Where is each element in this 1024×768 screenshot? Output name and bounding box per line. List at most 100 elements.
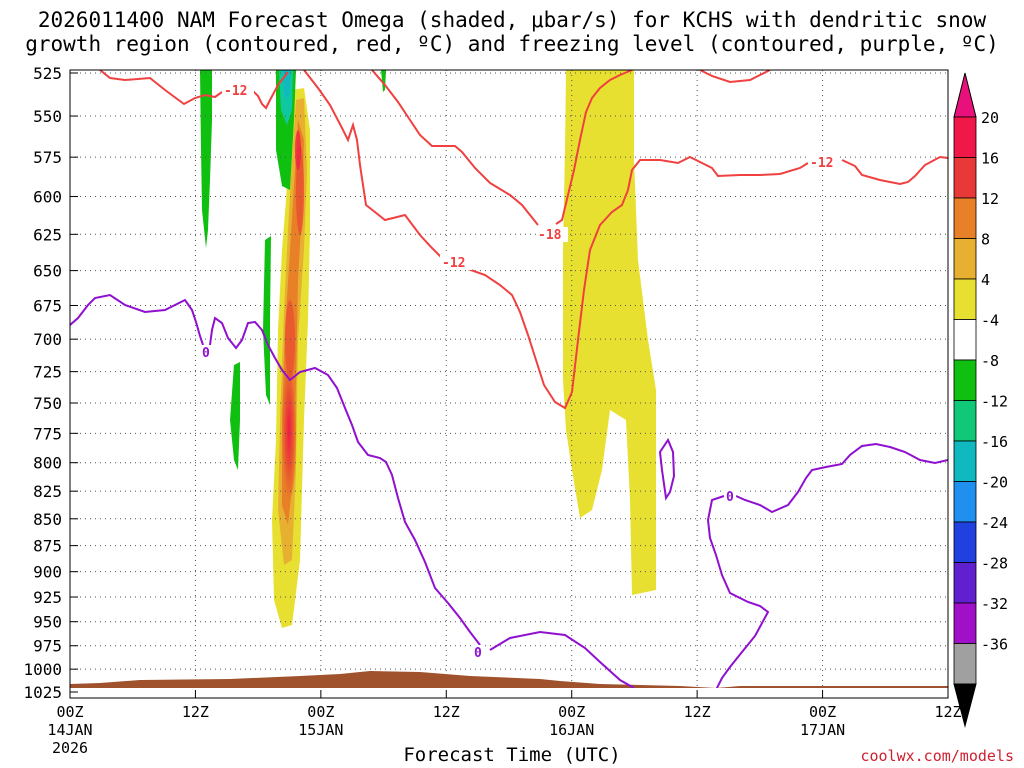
y-tick-label-650: 650 — [33, 262, 62, 281]
omega-shade-core-top — [295, 130, 301, 170]
x-tick-label-0: 00Z — [56, 703, 83, 721]
y-tick-label-875: 875 — [33, 537, 62, 556]
contour-label-zero-c: 0 — [726, 490, 734, 505]
colorbar-swatch-4 — [953, 278, 977, 320]
omega-shade-core-low — [282, 360, 296, 500]
y-tick-label-1025: 1025 — [23, 683, 62, 702]
freezing-level-contour-loop — [658, 437, 676, 501]
y-tick-label-550: 550 — [33, 107, 62, 126]
omega-shade-core-mid — [285, 300, 295, 380]
contour-label-minus18: -18 — [538, 228, 562, 243]
colorbar-label-6: -8 — [981, 352, 999, 370]
colorbar-swatch-13 — [953, 643, 977, 685]
colorbar-swatch-12 — [953, 602, 977, 644]
y-tick-label-975: 975 — [33, 637, 62, 656]
y-tick-label-950: 950 — [33, 613, 62, 632]
x-tick-label-3: 12Z — [433, 703, 460, 721]
terrain-fill — [70, 671, 948, 688]
colorbar-label-0: 20 — [981, 109, 999, 127]
contour-label-minus12-c: -12 — [810, 156, 833, 171]
contour-label-zero-b: 0 — [474, 646, 482, 661]
colorbar-label-13: -36 — [981, 636, 1008, 654]
y-tick-label-575: 575 — [33, 148, 62, 167]
y-tick-label-1000: 1000 — [23, 660, 62, 679]
x-tick-label-1: 12Z — [182, 703, 209, 721]
y-tick-label-775: 775 — [33, 424, 62, 443]
y-tick-label-700: 700 — [33, 330, 62, 349]
colorbar-label-2: 12 — [981, 190, 999, 208]
x-tick-date-4: 16JAN — [549, 721, 594, 739]
y-tick-label-825: 825 — [33, 482, 62, 501]
colorbar-label-4: 4 — [981, 271, 990, 289]
x-axis-title: Forecast Time (UTC) — [403, 744, 621, 766]
colorbar-label-5: -4 — [981, 312, 999, 330]
dgz-contours — [99, 70, 948, 410]
omega-shade-green-a — [200, 70, 212, 248]
plot-frame — [69, 69, 949, 699]
colorbar-swatch-3 — [953, 238, 977, 280]
y-tick-label-800: 800 — [33, 454, 62, 473]
y-tick-label-725: 725 — [33, 363, 62, 382]
colorbar-label-3: 8 — [981, 231, 990, 249]
y-tick-label-750: 750 — [33, 394, 62, 413]
colorbar-label-11: -28 — [981, 555, 1008, 573]
freezing-level-contour-main — [70, 293, 635, 688]
y-tick-label-900: 900 — [33, 563, 62, 582]
y-tick-label-525: 525 — [33, 64, 62, 83]
colorbar-swatch-9 — [953, 481, 977, 523]
dgz-contour-top-right — [699, 70, 771, 84]
contour-label-zero-a: 0 — [202, 346, 210, 361]
colorbar-label-12: -32 — [981, 595, 1008, 613]
plot-area: -12 -12 -12 -18 0 0 0 — [70, 70, 948, 688]
chart-title-line1: 2026011400 NAM Forecast Omega (shaded, μ… — [37, 8, 987, 32]
chart-title-line2: growth region (contoured, red, ºC) and f… — [25, 32, 999, 56]
freezing-level-contour-right — [706, 442, 948, 688]
colorbar-bottom-arrow — [953, 683, 977, 728]
colorbar-swatch-5 — [953, 319, 977, 361]
omega-shade-green-c — [263, 236, 271, 405]
colorbar-swatch-6 — [953, 359, 977, 401]
x-tick-label-7: 12Z — [934, 703, 961, 721]
freezing-level-contours — [70, 293, 948, 688]
dgz-contour-minus18 — [555, 70, 633, 225]
contour-label-minus12-b: -12 — [442, 256, 465, 271]
x-tick-date-2: 15JAN — [298, 721, 343, 739]
colorbar-swatch-8 — [953, 440, 977, 482]
colorbar-swatch-1 — [953, 157, 977, 199]
contour-labels: -12 -12 -12 -18 0 0 0 — [200, 83, 840, 661]
colorbar-swatch-0 — [953, 116, 977, 158]
colorbar-swatch-2 — [953, 197, 977, 239]
colorbar-swatch-10 — [953, 521, 977, 563]
colorbar-label-1: 16 — [981, 150, 999, 168]
colorbar-swatch-7 — [953, 400, 977, 442]
y-tick-label-850: 850 — [33, 510, 62, 529]
x-tick-date-0: 14JAN — [47, 721, 92, 739]
colorbar-label-7: -12 — [981, 393, 1008, 411]
x-tick-label-4: 00Z — [558, 703, 585, 721]
colorbar-swatch-11 — [953, 562, 977, 604]
dgz-contour-upper-right — [371, 70, 539, 226]
colorbar-label-10: -24 — [981, 514, 1008, 532]
colorbar-top-arrow — [953, 72, 977, 118]
dgz-contour-upper-left — [99, 70, 289, 110]
omega-shade-green-e — [381, 70, 386, 92]
x-tick-label-5: 12Z — [684, 703, 711, 721]
y-tick-label-625: 625 — [33, 225, 62, 244]
colorbar-label-8: -16 — [981, 433, 1008, 451]
omega-shade-green-d — [230, 362, 240, 470]
x-tick-label-2: 00Z — [307, 703, 334, 721]
credit-link[interactable]: coolwx.com/models — [860, 747, 1014, 765]
y-tick-label-675: 675 — [33, 297, 62, 316]
y-axis: 525 550 575 600 625 650 675 700 725 750 775 800 825 8… — [23, 64, 78, 702]
x-tick-label-6: 00Z — [809, 703, 836, 721]
colorbar: 20 16 12 8 4 -4 -8 -12 -16 -20 -24 -28 -32 -36 — [953, 72, 1008, 728]
omega-shade-yellow-16jan — [563, 70, 656, 595]
x-tick-year-0: 2026 — [52, 739, 88, 757]
contour-label-minus12-a: -12 — [224, 84, 247, 99]
y-tick-label-925: 925 — [33, 588, 62, 607]
x-tick-date-6: 17JAN — [800, 721, 845, 739]
dgz-contour-minus12-main — [303, 70, 948, 410]
y-tick-label-600: 600 — [33, 188, 62, 207]
